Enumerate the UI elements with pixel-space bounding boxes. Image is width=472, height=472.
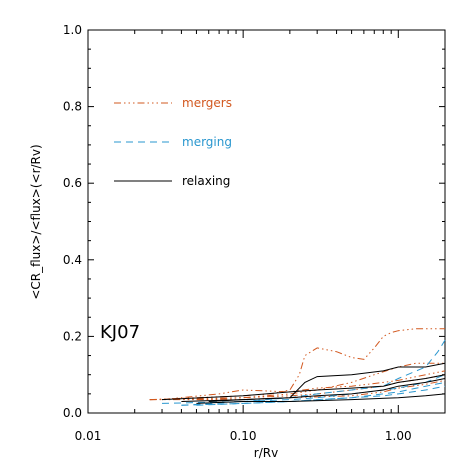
x-tick-label: 1.00 xyxy=(385,429,412,443)
y-tick-label: 1.0 xyxy=(63,23,82,37)
y-tick-label: 0.4 xyxy=(63,253,82,267)
x-tick-label: 0.01 xyxy=(75,429,102,443)
y-axis-label: <CR_flux>/<flux>(<r/Rv) xyxy=(29,144,43,299)
series-line-mergers xyxy=(149,374,446,401)
x-axis: 0.01 0.10 1.00 xyxy=(75,30,446,443)
series-line-mergers xyxy=(149,328,445,401)
kj07-annotation: KJ07 xyxy=(100,322,140,343)
series-line-relaxing xyxy=(181,378,446,402)
series-layer xyxy=(149,328,446,406)
plot-area xyxy=(87,29,446,414)
legend: mergers merging relaxing xyxy=(114,96,232,188)
y-tick-label: 0.6 xyxy=(63,176,82,190)
y-tick-label: 0.8 xyxy=(63,100,82,114)
series-line-mergers xyxy=(149,379,446,401)
series-line-merging xyxy=(181,385,446,406)
legend-label-merging: merging xyxy=(182,135,232,149)
x-tick-label: 0.10 xyxy=(230,429,257,443)
legend-label-mergers: mergers xyxy=(182,96,232,110)
x-axis-label: r/Rv xyxy=(254,446,278,460)
series-line-relaxing xyxy=(161,374,446,401)
series-line-merging xyxy=(161,374,446,404)
series-line-relaxing xyxy=(196,393,446,404)
series-line-merging xyxy=(181,339,446,406)
series-line-mergers xyxy=(149,362,445,401)
y-tick-label: 0.0 xyxy=(63,406,82,420)
y-axis: 0.0 0.2 0.4 0.6 0.8 1.0 xyxy=(63,23,445,420)
y-tick-label: 0.2 xyxy=(63,329,82,343)
legend-label-relaxing: relaxing xyxy=(182,174,230,188)
